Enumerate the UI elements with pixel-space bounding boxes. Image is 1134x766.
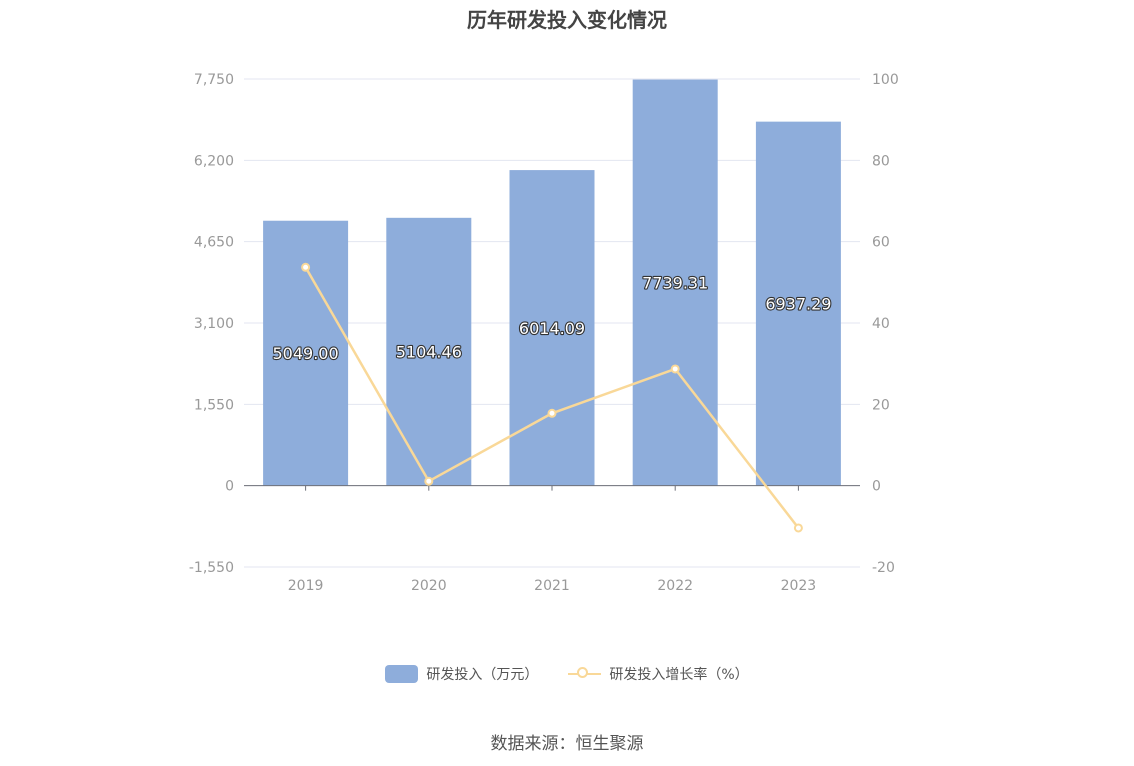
chart-title: 历年研发投入变化情况	[467, 8, 667, 32]
bar	[755, 121, 841, 486]
growth-rate-point	[547, 408, 557, 418]
left-axis-tick-label: 7,750	[194, 72, 234, 88]
bar-data-label: 6014.09	[519, 319, 585, 338]
source-note: 数据来源：恒生聚源	[490, 734, 644, 754]
legend-line-swatch	[568, 665, 602, 683]
bar	[386, 217, 472, 486]
legend-label-bar: 研发投入（万元）	[426, 667, 539, 683]
left-axis-tick-label: 3,100	[194, 316, 234, 332]
bar-series	[263, 79, 841, 486]
growth-rate-point	[301, 262, 311, 272]
left-axis-tick-label: 0	[225, 479, 234, 495]
x-axis-category-label: 2020	[411, 578, 447, 594]
bar-data-label: 5049.00	[273, 344, 339, 363]
growth-rate-point	[670, 364, 680, 374]
data-labels: 5049.00 5104.46 6014.09 7739.31 6937.29	[271, 273, 832, 365]
bar-data-label: 5104.46	[396, 343, 462, 362]
legend-bar-swatch	[385, 665, 419, 683]
bar	[632, 79, 718, 486]
right-axis-tick-label: 100	[872, 72, 899, 88]
growth-rate-point	[424, 476, 434, 486]
axes: 7,750 100 6,200 80 4,650 60 3,100 40 1,550 20 0 0 -1…	[189, 72, 899, 594]
right-axis-tick-label: 20	[872, 397, 890, 413]
left-axis-tick-label: -1,550	[189, 560, 234, 576]
x-axis-category-label: 2023	[781, 578, 817, 594]
legend: 研发投入（万元） 研发投入增长率（%）	[0, 664, 1134, 684]
bar	[509, 170, 595, 486]
legend-label-line: 研发投入增长率（%）	[609, 667, 749, 683]
x-axis-category-label: 2019	[288, 578, 324, 594]
right-axis-tick-label: 0	[872, 479, 881, 495]
growth-rate-point	[793, 523, 803, 533]
chart-plot-area: 7,750 100 6,200 80 4,650 60 3,100 40 1,550 20 0 0 -1…	[189, 72, 899, 594]
bar-data-label: 6937.29	[765, 295, 831, 314]
legend-item-bar[interactable]: 研发投入（万元）	[385, 664, 538, 684]
x-axis-category-label: 2021	[534, 578, 570, 594]
left-axis-tick-label: 1,550	[194, 397, 234, 413]
right-axis-tick-label: -20	[872, 560, 895, 576]
right-axis-tick-label: 40	[872, 316, 890, 332]
line-series	[301, 262, 803, 533]
bar-data-label: 7739.31	[642, 274, 708, 293]
right-axis-tick-label: 60	[872, 235, 890, 251]
legend-item-line[interactable]: 研发投入增长率（%）	[568, 664, 749, 684]
left-axis-tick-label: 6,200	[194, 153, 234, 169]
x-axis-category-label: 2022	[657, 578, 693, 594]
right-axis-tick-label: 80	[872, 153, 890, 169]
left-axis-tick-label: 4,650	[194, 235, 234, 251]
